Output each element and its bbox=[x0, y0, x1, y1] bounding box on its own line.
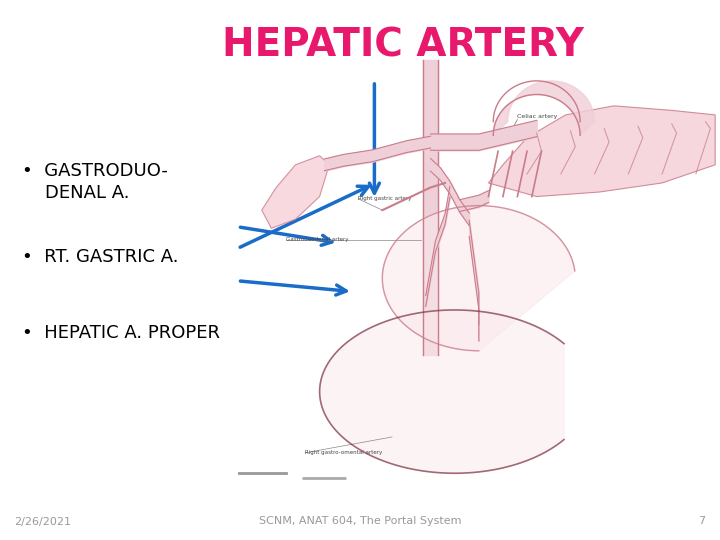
Polygon shape bbox=[262, 156, 329, 228]
Text: Gastroduodenal artery: Gastroduodenal artery bbox=[286, 237, 348, 242]
Text: •  GASTRODUO-
    DENAL A.: • GASTRODUO- DENAL A. bbox=[22, 162, 168, 202]
Text: SCNM, ANAT 604, The Portal System: SCNM, ANAT 604, The Portal System bbox=[258, 516, 462, 526]
Text: •  HEPATIC A. PROPER: • HEPATIC A. PROPER bbox=[22, 324, 220, 342]
Text: Right gastro-omental artery: Right gastro-omental artery bbox=[305, 450, 382, 455]
Polygon shape bbox=[488, 106, 715, 197]
Polygon shape bbox=[382, 206, 575, 351]
Polygon shape bbox=[320, 310, 564, 473]
Polygon shape bbox=[493, 81, 595, 136]
Text: Right gastric artery: Right gastric artery bbox=[359, 197, 412, 201]
Text: Celiac artery: Celiac artery bbox=[518, 114, 558, 119]
Text: •  RT. GASTRIC A.: • RT. GASTRIC A. bbox=[22, 248, 178, 266]
Text: 2/26/2021: 2/26/2021 bbox=[14, 516, 71, 526]
Text: 7: 7 bbox=[698, 516, 706, 526]
Text: HEPATIC ARTERY: HEPATIC ARTERY bbox=[222, 27, 584, 65]
